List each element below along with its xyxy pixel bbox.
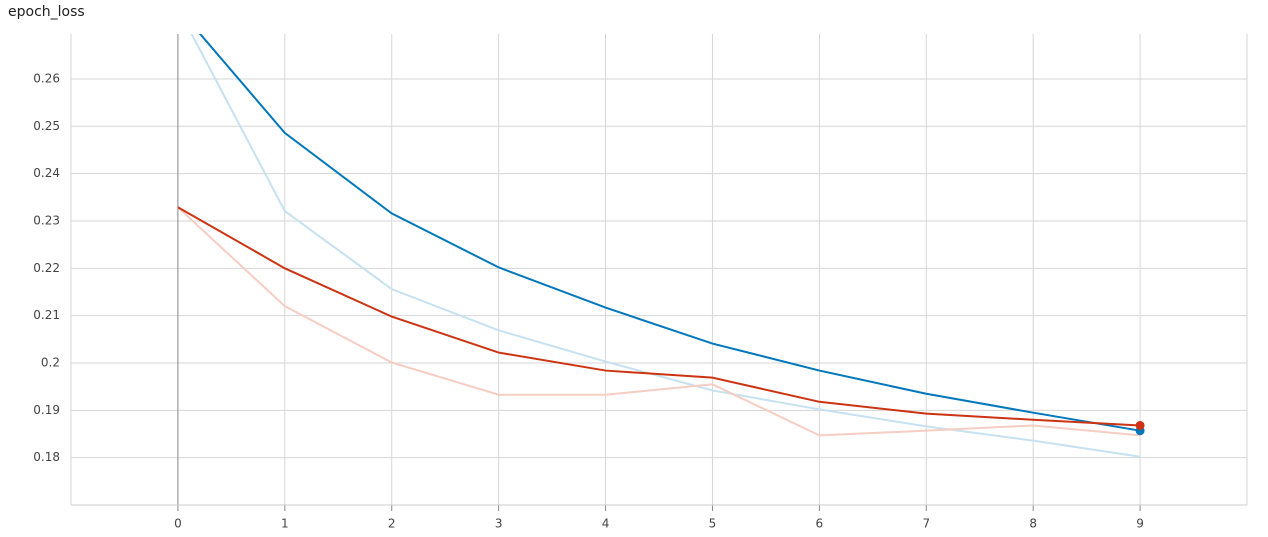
x-tick-label: 6	[816, 517, 824, 531]
y-tick-label: 0.2	[41, 355, 60, 369]
y-tick-label: 0.19	[33, 403, 60, 417]
y-tick-label: 0.26	[33, 71, 60, 85]
series-line	[177, 206, 1141, 427]
x-tick-label: 5	[709, 517, 717, 531]
x-tick-label: 1	[281, 517, 289, 531]
x-tick-label: 8	[1029, 517, 1037, 531]
last-point	[1135, 420, 1145, 430]
plot-area	[177, 34, 1145, 458]
y-tick-label: 0.24	[33, 166, 60, 180]
x-tick-label: 4	[602, 517, 610, 531]
y-tick-label: 0.25	[33, 119, 60, 133]
x-tick-label: 9	[1136, 517, 1144, 531]
series-line	[190, 34, 1141, 458]
series-line	[198, 34, 1141, 432]
x-tick-label: 7	[922, 517, 930, 531]
y-tick-label: 0.22	[33, 261, 60, 275]
x-tick-label: 2	[388, 517, 396, 531]
grid: 0.18 0.19 0.2 0.21 0.22 0.23 0.24 0.25 0.26 0 1 2 3 4…	[33, 34, 1248, 531]
y-tick-label: 0.18	[33, 450, 60, 464]
y-tick-label: 0.21	[33, 308, 60, 322]
chart-title: epoch_loss	[8, 4, 85, 20]
y-tick-label: 0.23	[33, 213, 60, 227]
x-tick-label: 3	[495, 517, 503, 531]
series-line	[177, 206, 1141, 437]
x-tick-label: 0	[174, 517, 182, 531]
